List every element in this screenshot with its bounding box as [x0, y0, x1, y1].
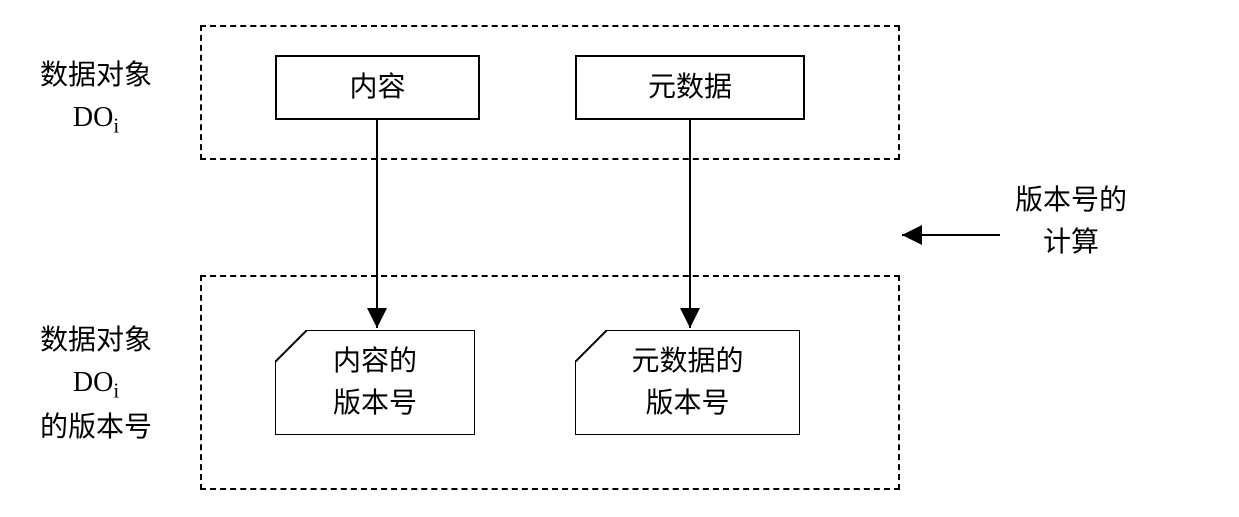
content-version-line2: 版本号: [333, 383, 417, 425]
metadata-version-line1: 元数据的: [631, 341, 743, 383]
metadata-version-line2: 版本号: [631, 383, 743, 425]
arrow-content-to-version: [0, 0, 1239, 517]
content-version-line1: 内容的: [333, 341, 417, 383]
